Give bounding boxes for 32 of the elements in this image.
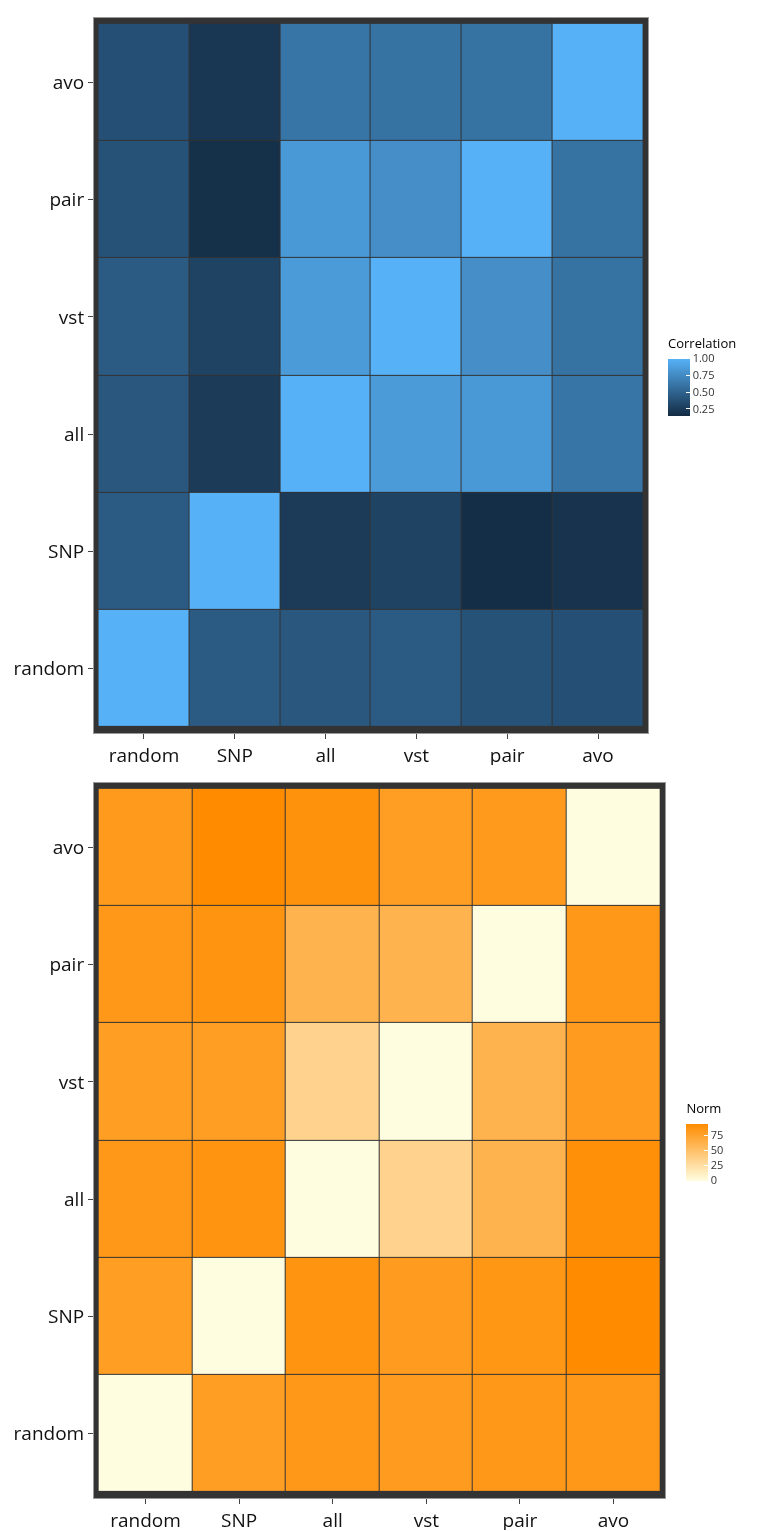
- color-bar-label: 0: [710, 1172, 717, 1188]
- color-bar-title: Correlation: [668, 334, 737, 353]
- y-tick-label: SNP: [48, 537, 85, 564]
- y-tick-label: SNP: [48, 1302, 85, 1329]
- y-tick-label: all: [64, 1185, 85, 1212]
- x-tick-label: all: [322, 1506, 343, 1531]
- color-bar-label: 0.25: [692, 400, 715, 416]
- y-tick-label: random: [13, 1420, 85, 1447]
- x-tick-label: vst: [413, 1506, 440, 1531]
- y-tick-label: pair: [49, 186, 85, 213]
- x-tick-label: vst: [403, 741, 430, 768]
- y-tick-label: all: [64, 420, 85, 447]
- x-tick-label: random: [110, 1506, 181, 1531]
- y-tick-label: vst: [58, 1068, 85, 1095]
- color-bar-title: Norm: [686, 1099, 722, 1118]
- y-tick-label: avo: [52, 834, 85, 861]
- color-bar-label: 0.75: [692, 367, 715, 383]
- y-tick-label: avo: [52, 69, 85, 96]
- x-tick-label: avo: [582, 741, 614, 768]
- x-tick-label: random: [108, 741, 180, 768]
- color-bar-label: 25: [710, 1157, 724, 1173]
- x-tick-label: SNP: [216, 741, 253, 768]
- color-bar-label: 1.00: [692, 350, 715, 366]
- x-tick-label: avo: [597, 1506, 630, 1531]
- color-bar-label: 0.50: [692, 383, 715, 399]
- y-tick-label: vst: [58, 303, 85, 330]
- x-tick-label: SNP: [221, 1506, 258, 1531]
- color-bar-label: 50: [710, 1142, 724, 1158]
- y-tick-label: pair: [49, 951, 85, 978]
- x-tick-label: all: [315, 741, 336, 768]
- color-bar-label: 75: [710, 1127, 724, 1143]
- y-tick-label: random: [13, 655, 85, 682]
